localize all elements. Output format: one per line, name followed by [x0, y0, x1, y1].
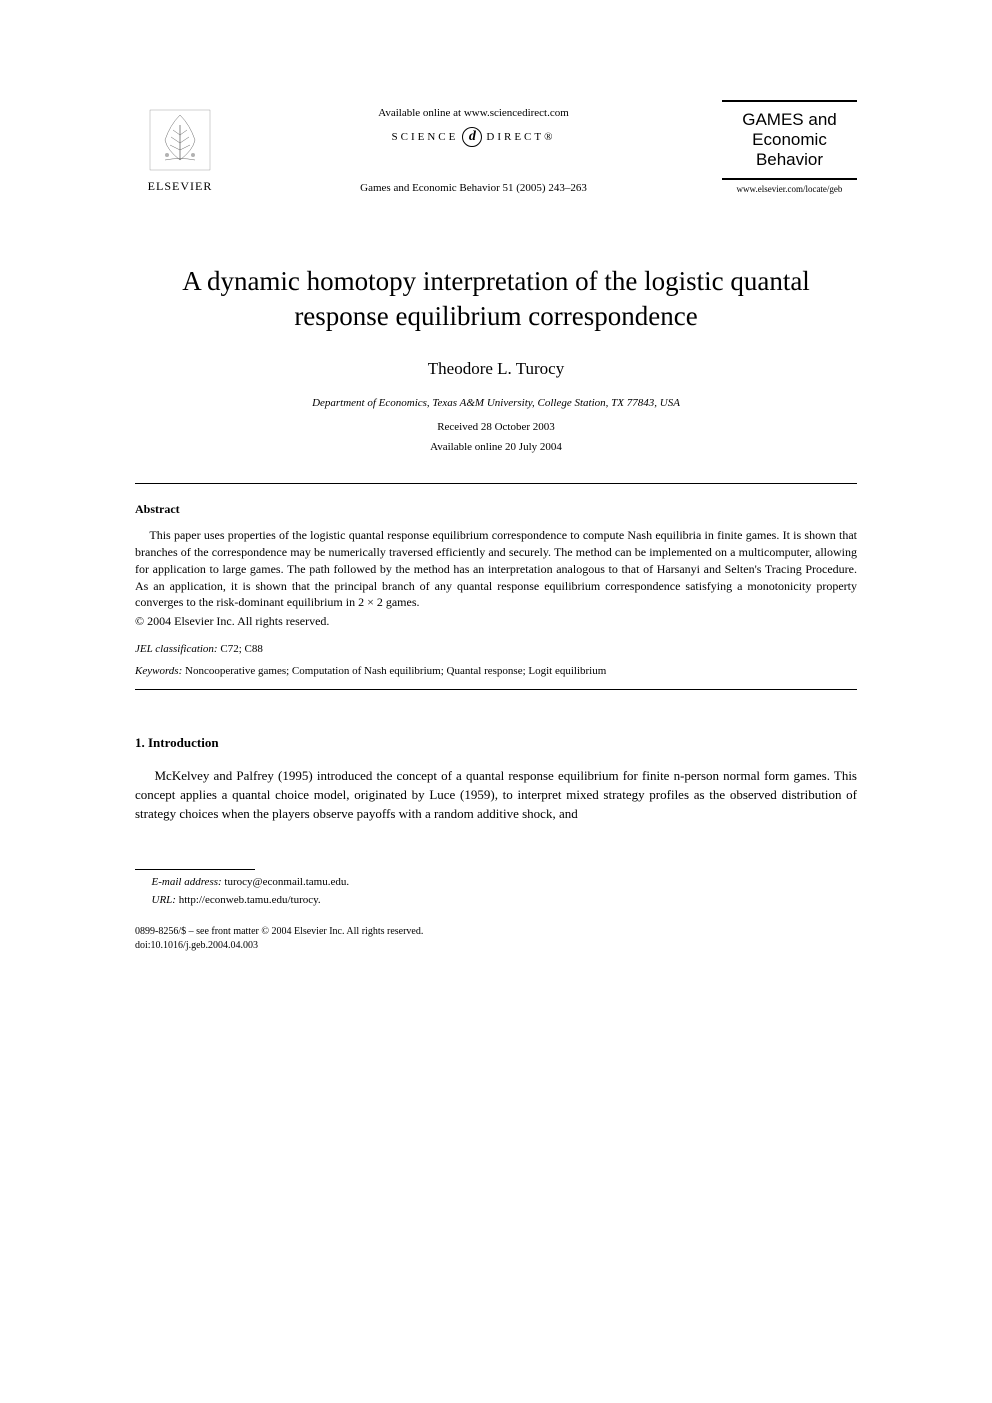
jel-classification: JEL classification: C72; C88 — [135, 643, 857, 655]
journal-name-line-3: Behavior — [726, 150, 853, 170]
available-online-date: Available online 20 July 2004 — [135, 441, 857, 453]
jel-label: JEL classification: — [135, 643, 218, 655]
email-footnote: E-mail address: turocy@econmail.tamu.edu… — [135, 876, 857, 888]
journal-name-line-1: GAMES and — [726, 110, 853, 130]
science-text-2: DIRECT® — [486, 131, 555, 143]
abstract-text: This paper uses properties of the logist… — [135, 527, 857, 611]
email-label: E-mail address: — [152, 876, 222, 888]
elsevier-tree-icon — [145, 105, 215, 175]
section-1-paragraph: McKelvey and Palfrey (1995) introduced t… — [135, 767, 857, 824]
center-header: Available online at www.sciencedirect.co… — [225, 107, 722, 194]
abstract-copyright: © 2004 Elsevier Inc. All rights reserved… — [135, 614, 857, 629]
publisher-name: ELSEVIER — [148, 179, 213, 194]
url-value: http://econweb.tamu.edu/turocy. — [176, 894, 321, 906]
science-text-1: SCIENCE — [392, 131, 459, 143]
journal-name-line-2: Economic — [726, 130, 853, 150]
jel-value: C72; C88 — [218, 643, 263, 655]
received-date: Received 28 October 2003 — [135, 421, 857, 433]
section-1-heading: 1. Introduction — [135, 735, 857, 751]
keywords-label: Keywords: — [135, 665, 182, 677]
journal-title-box: GAMES and Economic Behavior — [722, 100, 857, 180]
science-direct-logo: SCIENCE d DIRECT® — [392, 127, 556, 147]
author-name: Theodore L. Turocy — [135, 359, 857, 379]
available-online-text: Available online at www.sciencedirect.co… — [378, 107, 569, 119]
keywords-value: Noncooperative games; Computation of Nas… — [182, 665, 606, 677]
url-label: URL: — [152, 894, 176, 906]
locate-url: www.elsevier.com/locate/geb — [737, 184, 843, 194]
article-title: A dynamic homotopy interpretation of the… — [135, 264, 857, 334]
publisher-block: ELSEVIER — [135, 105, 225, 194]
affiliation: Department of Economics, Texas A&M Unive… — [135, 397, 857, 409]
doi: doi:10.1016/j.geb.2004.04.003 — [135, 940, 857, 951]
abstract-top-rule — [135, 483, 857, 484]
sd-circle-icon: d — [462, 127, 482, 147]
abstract-bottom-rule — [135, 689, 857, 690]
email-value: turocy@econmail.tamu.edu. — [222, 876, 349, 888]
footnote-rule — [135, 869, 255, 870]
journal-block: GAMES and Economic Behavior www.elsevier… — [722, 100, 857, 194]
citation-text: Games and Economic Behavior 51 (2005) 24… — [360, 182, 587, 194]
header-row: ELSEVIER Available online at www.science… — [135, 100, 857, 194]
keywords: Keywords: Noncooperative games; Computat… — [135, 665, 857, 677]
url-footnote: URL: http://econweb.tamu.edu/turocy. — [135, 894, 857, 906]
front-matter: 0899-8256/$ – see front matter © 2004 El… — [135, 926, 857, 937]
abstract-heading: Abstract — [135, 502, 857, 517]
